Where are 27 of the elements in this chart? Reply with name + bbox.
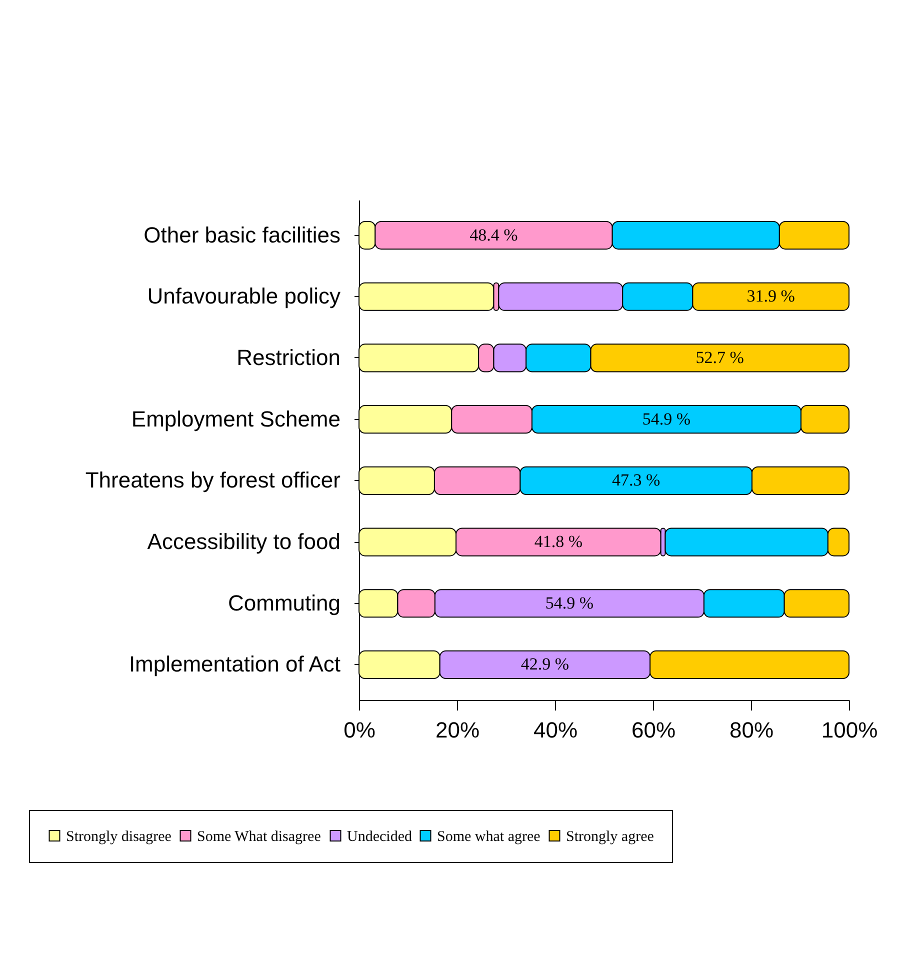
y-tick-label: Other basic facilities [144, 222, 340, 248]
y-tick-label: Commuting [228, 590, 340, 616]
y-tick-label: Employment Scheme [131, 406, 340, 432]
legend-label: Undecided [347, 828, 412, 845]
data-label: 47.3 % [612, 470, 660, 490]
x-tick-label: 80% [729, 718, 774, 742]
y-tick-label: Accessibility to food [147, 529, 340, 554]
y-tick-label: Unfavourable policy [147, 284, 340, 309]
legend-label: Strongly disagree [66, 828, 172, 845]
data-label: 48.4 % [470, 225, 518, 244]
data-label: 31.9 % [746, 286, 795, 306]
x-tick-label: 20% [435, 718, 480, 742]
data-label: 54.9 % [642, 409, 691, 428]
data-label: 42.9 % [520, 654, 570, 674]
y-tick-label: Restriction [236, 344, 340, 370]
data-label: 54.9 % [545, 593, 594, 612]
x-tick-label: 0% [344, 718, 376, 742]
y-tick-label: Implementation of Act [128, 652, 340, 677]
y-tick-label: Threatens by forest officer [85, 468, 340, 493]
legend-label: Some what agree [437, 828, 541, 845]
x-tick-label: 60% [631, 718, 676, 742]
legend-label: Strongly agree [566, 828, 654, 845]
data-label: 41.8 % [534, 532, 583, 552]
data-label: 52.7 % [696, 348, 744, 367]
x-tick-label: 40% [533, 718, 578, 742]
x-tick-label: 100% [821, 718, 878, 742]
legend-label: Some What disagree [197, 828, 322, 845]
